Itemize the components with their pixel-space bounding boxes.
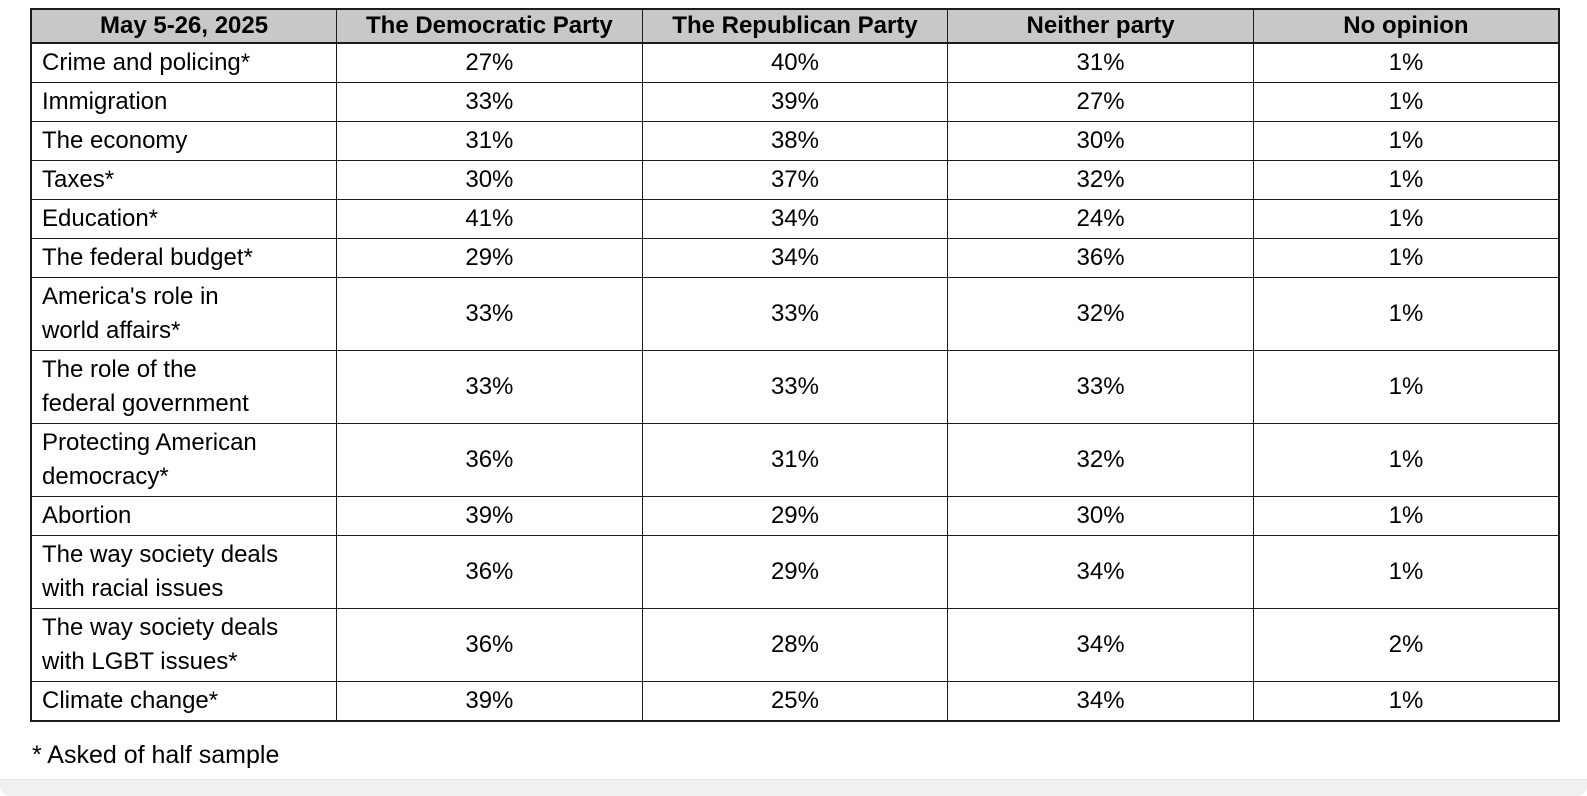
value-cell: 39% bbox=[336, 496, 643, 536]
value-cell: 1% bbox=[1252, 160, 1560, 200]
value-cell: 32% bbox=[947, 277, 1254, 351]
topic-cell: Abortion bbox=[30, 496, 338, 536]
value-cell: 1% bbox=[1252, 42, 1560, 83]
value-cell: 36% bbox=[336, 423, 643, 497]
value-cell: 31% bbox=[947, 42, 1254, 83]
value-cell: 1% bbox=[1252, 238, 1560, 278]
table-row: The way society deals with racial issues… bbox=[30, 535, 1560, 609]
table-row: Immigration 33% 39% 27% 1% bbox=[30, 82, 1560, 122]
topic-cell: Taxes* bbox=[30, 160, 338, 200]
value-cell: 36% bbox=[336, 535, 643, 609]
value-cell: 40% bbox=[641, 42, 949, 83]
value-cell: 1% bbox=[1252, 277, 1560, 351]
table-row: Crime and policing* 27% 40% 31% 1% bbox=[30, 42, 1560, 83]
value-cell: 30% bbox=[336, 160, 643, 200]
value-cell: 32% bbox=[947, 423, 1254, 497]
value-cell: 31% bbox=[641, 423, 949, 497]
value-cell: 24% bbox=[947, 199, 1254, 239]
value-cell: 39% bbox=[641, 82, 949, 122]
value-cell: 2% bbox=[1252, 608, 1560, 682]
value-cell: 27% bbox=[336, 42, 643, 83]
value-cell: 27% bbox=[947, 82, 1254, 122]
header-cell-date: May 5-26, 2025 bbox=[30, 8, 338, 44]
topic-cell: The role of the federal government bbox=[30, 350, 338, 424]
topic-cell: Crime and policing* bbox=[30, 42, 338, 83]
table-header: May 5-26, 2025 The Democratic Party The … bbox=[30, 8, 1560, 44]
topic-cell: Climate change* bbox=[30, 681, 338, 722]
topic-cell: The economy bbox=[30, 121, 338, 161]
header-row: May 5-26, 2025 The Democratic Party The … bbox=[30, 8, 1560, 44]
value-cell: 33% bbox=[641, 350, 949, 424]
topic-cell: The federal budget* bbox=[30, 238, 338, 278]
poll-results-table-container: May 5-26, 2025 The Democratic Party The … bbox=[30, 8, 1560, 722]
value-cell: 30% bbox=[947, 121, 1254, 161]
value-cell: 33% bbox=[641, 277, 949, 351]
value-cell: 1% bbox=[1252, 681, 1560, 722]
value-cell: 34% bbox=[641, 199, 949, 239]
value-cell: 28% bbox=[641, 608, 949, 682]
value-cell: 41% bbox=[336, 199, 643, 239]
value-cell: 33% bbox=[336, 350, 643, 424]
topic-cell: The way society deals with LGBT issues* bbox=[30, 608, 338, 682]
value-cell: 34% bbox=[641, 238, 949, 278]
topic-cell: Education* bbox=[30, 199, 338, 239]
topic-cell: Protecting American democracy* bbox=[30, 423, 338, 497]
table-row: The federal budget* 29% 34% 36% 1% bbox=[30, 238, 1560, 278]
topic-cell: The way society deals with racial issues bbox=[30, 535, 338, 609]
value-cell: 33% bbox=[336, 277, 643, 351]
value-cell: 31% bbox=[336, 121, 643, 161]
value-cell: 34% bbox=[947, 608, 1254, 682]
value-cell: 38% bbox=[641, 121, 949, 161]
value-cell: 1% bbox=[1252, 496, 1560, 536]
value-cell: 1% bbox=[1252, 82, 1560, 122]
window-bottom-edge bbox=[0, 779, 1587, 796]
value-cell: 37% bbox=[641, 160, 949, 200]
value-cell: 36% bbox=[947, 238, 1254, 278]
poll-results-table: May 5-26, 2025 The Democratic Party The … bbox=[30, 8, 1560, 722]
value-cell: 39% bbox=[336, 681, 643, 722]
value-cell: 29% bbox=[641, 496, 949, 536]
table-row: The economy 31% 38% 30% 1% bbox=[30, 121, 1560, 161]
value-cell: 34% bbox=[947, 681, 1254, 722]
value-cell: 29% bbox=[641, 535, 949, 609]
value-cell: 1% bbox=[1252, 350, 1560, 424]
value-cell: 33% bbox=[336, 82, 643, 122]
value-cell: 33% bbox=[947, 350, 1254, 424]
table-row: The way society deals with LGBT issues* 3… bbox=[30, 608, 1560, 682]
footnote: * Asked of half sample bbox=[32, 741, 280, 769]
header-cell-democratic-party: The Democratic Party bbox=[336, 8, 643, 44]
value-cell: 30% bbox=[947, 496, 1254, 536]
table-row: Protecting American democracy* 36% 31% 32% 1… bbox=[30, 423, 1560, 497]
table-row: Abortion 39% 29% 30% 1% bbox=[30, 496, 1560, 536]
table-body: Crime and policing* 27% 40% 31% 1% Immigratio… bbox=[30, 42, 1560, 722]
value-cell: 1% bbox=[1252, 535, 1560, 609]
header-cell-neither-party: Neither party bbox=[947, 8, 1254, 44]
table-row: America's role in world affairs* 33% 33% 32… bbox=[30, 277, 1560, 351]
header-cell-republican-party: The Republican Party bbox=[641, 8, 949, 44]
table-row: Climate change* 39% 25% 34% 1% bbox=[30, 681, 1560, 722]
value-cell: 29% bbox=[336, 238, 643, 278]
value-cell: 1% bbox=[1252, 199, 1560, 239]
value-cell: 32% bbox=[947, 160, 1254, 200]
topic-cell: America's role in world affairs* bbox=[30, 277, 338, 351]
value-cell: 25% bbox=[641, 681, 949, 722]
header-cell-no-opinion: No opinion bbox=[1252, 8, 1560, 44]
table-row: The role of the federal government 33% 33%… bbox=[30, 350, 1560, 424]
value-cell: 36% bbox=[336, 608, 643, 682]
table-row: Taxes* 30% 37% 32% 1% bbox=[30, 160, 1560, 200]
value-cell: 1% bbox=[1252, 121, 1560, 161]
value-cell: 34% bbox=[947, 535, 1254, 609]
table-row: Education* 41% 34% 24% 1% bbox=[30, 199, 1560, 239]
topic-cell: Immigration bbox=[30, 82, 338, 122]
value-cell: 1% bbox=[1252, 423, 1560, 497]
